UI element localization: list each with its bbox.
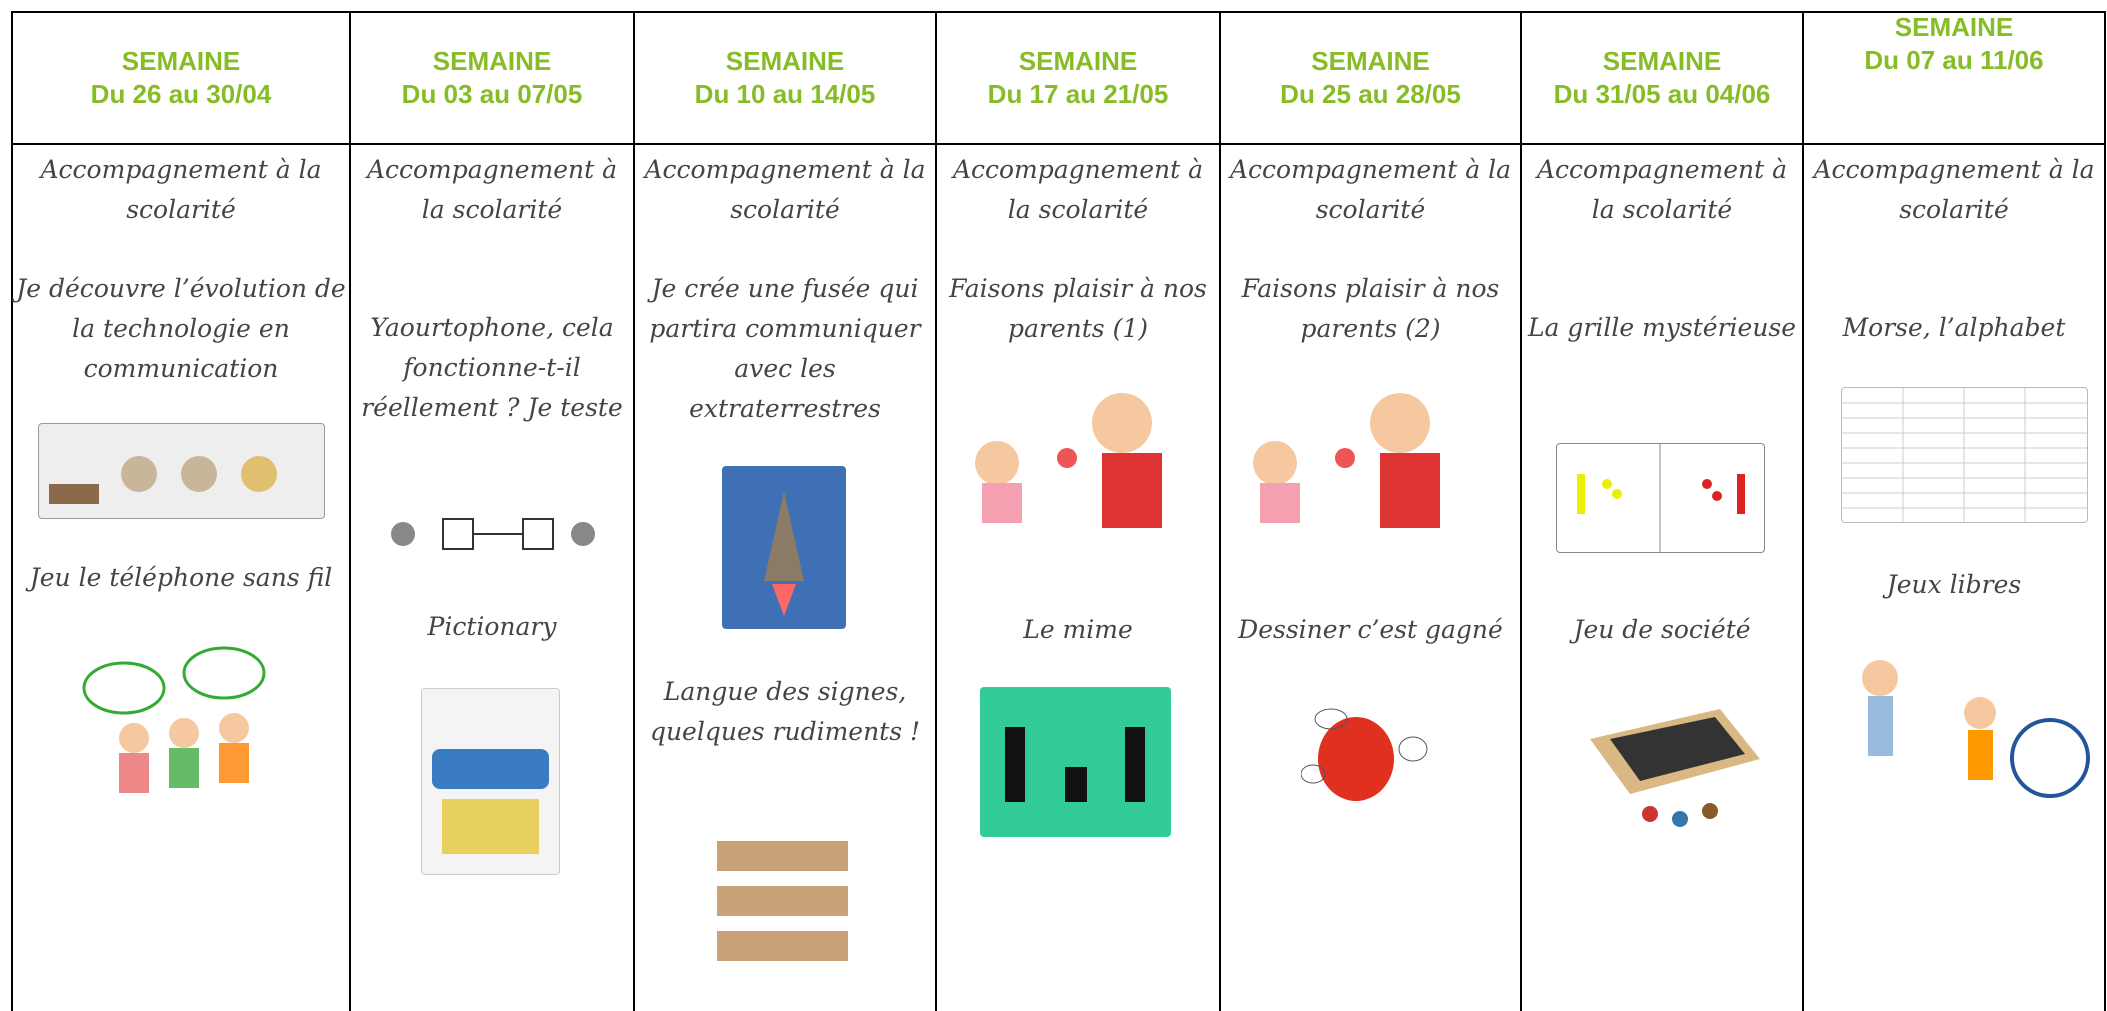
activity: Langue des signes, quelques rudiments ! — [649, 677, 921, 746]
activity: Accompagnement à la scolarité — [40, 155, 322, 224]
column-border — [349, 11, 351, 1011]
activity: Jeu le téléphone sans fil — [29, 563, 333, 592]
activity: Accompagnement à la scolarité — [1813, 155, 2095, 224]
week-dates: Du 10 au 14/05 — [694, 79, 876, 109]
activity: Accompagnement à la scolarité — [1230, 155, 1511, 224]
image-mystery-grid — [1556, 443, 1765, 553]
activity: Jeu de société — [1573, 615, 1751, 644]
activity: Yaourtophone, cela fonctionne-t-il réell… — [361, 313, 623, 422]
image-mime — [980, 687, 1171, 837]
image-pictionary — [421, 688, 560, 875]
week-dates: Du 03 au 07/05 — [401, 79, 583, 109]
week-label: SEMAINE — [1894, 12, 2014, 42]
column-border — [1520, 11, 1522, 1011]
activity: Faisons plaisir à nos parents (2) — [1241, 274, 1500, 343]
row-border — [11, 11, 2104, 13]
activity: Le mime — [1023, 615, 1133, 644]
week-label: SEMAINE — [121, 46, 241, 76]
column-border — [935, 11, 937, 1011]
activity: Jeux libres — [1886, 570, 2022, 599]
week-dates: Du 07 au 11/06 — [1864, 45, 2044, 75]
image-board-game — [1570, 699, 1771, 840]
week-label: SEMAINE — [432, 46, 552, 76]
column-border — [1802, 11, 1804, 1011]
image-sign-language — [712, 836, 853, 965]
week-label: SEMAINE — [1018, 46, 1138, 76]
image-kids-talking — [74, 638, 289, 826]
activity: Accompagnement à la scolarité — [644, 155, 926, 224]
column-border — [633, 11, 635, 1011]
week-label: SEMAINE — [1602, 46, 1722, 76]
week-dates: Du 17 au 21/05 — [987, 79, 1169, 109]
column-border — [2104, 11, 2106, 1011]
image-evolution — [38, 423, 325, 519]
week-label: SEMAINE — [725, 46, 845, 76]
week-dates: Du 31/05 au 04/06 — [1553, 79, 1771, 109]
activity: Accompagnement à la scolarité — [366, 155, 618, 224]
image-yaourtophone — [383, 504, 605, 564]
activity: Pictionary — [427, 612, 557, 641]
week-dates: Du 26 au 30/04 — [90, 79, 272, 109]
week-label: SEMAINE — [1311, 46, 1430, 76]
activity: Dessiner c’est gagné — [1238, 615, 1503, 644]
activity: Accompagnement à la scolarité — [952, 155, 1204, 224]
image-free-play — [1830, 638, 2090, 820]
activity: Je découvre l’évolution de la technologi… — [16, 274, 346, 383]
activity: La grille mystérieuse — [1527, 313, 1797, 342]
column-border — [1219, 11, 1221, 1011]
activity: Accompagnement à la scolarité — [1536, 155, 1788, 224]
activity: Je crée une fusée qui partira communique… — [649, 274, 921, 423]
activity: Faisons plaisir à nos parents (1) — [949, 274, 1207, 343]
week-dates: Du 25 au 28/05 — [1280, 79, 1461, 109]
row-border — [11, 143, 2104, 145]
image-morse-table — [1841, 387, 2088, 523]
image-gift-2 — [1235, 383, 1461, 531]
image-rocket — [722, 466, 846, 629]
activity: Morse, l’alphabet — [1842, 313, 2066, 342]
column-border — [11, 11, 13, 1011]
image-drawing-game — [1301, 699, 1435, 820]
image-gift-1 — [957, 383, 1183, 531]
